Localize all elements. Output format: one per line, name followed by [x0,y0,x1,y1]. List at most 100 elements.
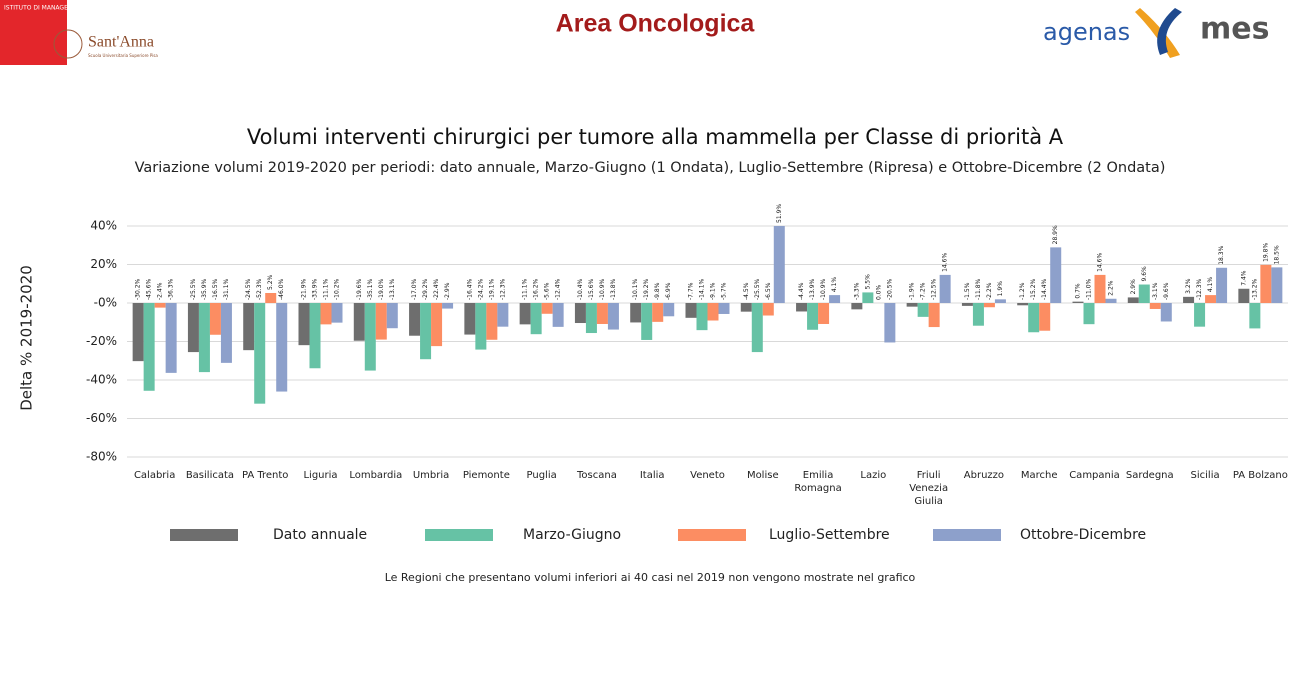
data-label: -11.8% [975,278,982,300]
bar [807,303,819,330]
x-tick-label: Veneto [690,470,725,481]
logo-text: Sant'Anna [88,34,154,51]
bar [1083,303,1095,325]
bar [497,303,509,327]
bar [431,303,443,347]
bar [829,295,841,303]
x-tick-label: Sicilia [1190,470,1220,481]
data-label: 28.9% [1052,225,1059,244]
bar [464,303,476,335]
data-label: -1.2% [1019,282,1026,300]
bar [1194,303,1206,327]
data-label: -3.3% [853,282,860,300]
y-tick-label: -40% [86,373,117,387]
bar [685,303,697,318]
bar [1238,288,1250,303]
bar [596,303,608,324]
bar [386,303,398,329]
data-label: -16.4% [466,278,473,300]
y-tick-label: -0% [94,296,117,310]
data-label: 18.3% [1218,245,1225,264]
logo-text: ISTITUTO DI MANAGEMENT [4,5,85,12]
legend-swatch [933,529,1001,541]
data-label: -35.1% [367,278,374,300]
data-label: -13.8% [610,278,617,300]
x-tick-label: Lombardia [349,470,403,481]
logo-seal [53,29,83,59]
data-label: -1.9% [909,282,916,300]
data-label: -16.5% [212,278,219,300]
data-label: -20.5% [886,278,893,300]
data-label: -7.7% [688,282,695,300]
x-tick-label: Campania [1069,470,1120,481]
bar [541,303,553,314]
y-tick-label: 40% [90,219,117,233]
data-label: 18.5% [1273,245,1280,264]
data-label: -2.2% [986,282,993,300]
bar [1050,247,1062,303]
bar [1094,274,1106,303]
bar [1072,301,1084,303]
data-label: -19.0% [378,278,385,300]
bar [132,303,144,362]
bar [641,303,653,340]
data-label: -31.1% [223,278,230,300]
bar [1216,267,1228,303]
data-label: -25.5% [190,278,197,300]
bar [884,303,896,343]
bar [276,303,288,392]
bar [519,303,531,325]
bar [220,303,232,363]
data-label: -24.2% [477,278,484,300]
data-label: -12.3% [499,278,506,300]
x-tick-label: Lazio [860,470,887,481]
bar [1205,295,1217,303]
bar [663,303,675,317]
chart-title: Volumi interventi chirurgici per tumore … [247,125,1064,149]
data-label: -19.1% [488,278,495,300]
data-label: 14.6% [1097,253,1104,272]
data-label: 4.1% [1207,277,1214,293]
x-tick-label: Sardegna [1125,470,1174,481]
bar [1127,297,1139,303]
bar [773,226,785,303]
data-label: -14.4% [1041,278,1048,300]
data-label: 2.2% [1108,280,1115,296]
data-label: -12.4% [555,278,562,300]
bar [961,303,973,306]
x-tick-label: PA Bolzano [1232,470,1288,481]
bar [740,303,752,312]
bar [486,303,498,340]
section-title: Area Oncologica [556,10,756,38]
data-label: -19.2% [643,278,650,300]
bar [409,303,421,336]
bar [442,303,454,309]
data-label: -1.5% [964,282,971,300]
bar [707,303,719,321]
data-label: -2.4% [157,282,164,300]
legend-swatch [678,529,746,541]
logo-text: agenas [1043,18,1130,46]
bar [983,303,995,308]
bar [209,303,221,335]
data-label: -5.7% [721,282,728,300]
logo-shape [1157,8,1182,55]
data-label: 14.6% [942,253,949,272]
bar [1039,303,1051,331]
data-label: -19.6% [356,278,363,300]
x-tick-label: Umbria [412,470,450,481]
bar [1249,303,1261,329]
data-label: 0.0% [875,284,882,300]
bar [320,303,332,325]
data-label: -25.5% [754,278,761,300]
x-tick-label: Toscana [577,470,617,481]
logo-text: mes [1200,12,1269,47]
data-label: -24.5% [245,278,252,300]
bar [906,303,918,307]
data-label: -29.2% [422,278,429,300]
data-label: -12.5% [931,278,938,300]
bar [1260,264,1272,303]
bar [862,292,874,303]
data-label: -10.4% [577,278,584,300]
legend-label: Ottobre-Dicembre [1020,527,1146,543]
